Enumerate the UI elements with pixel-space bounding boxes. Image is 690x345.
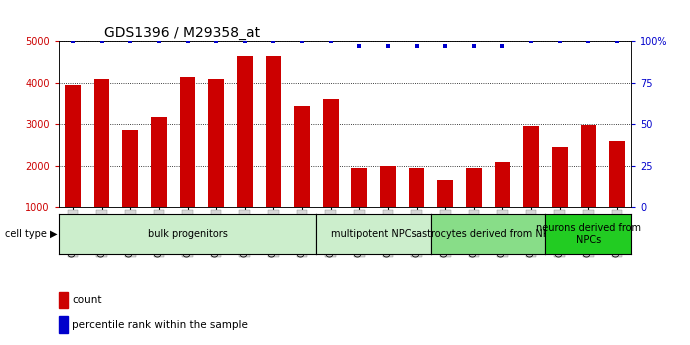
- Point: [325, 39, 336, 44]
- Text: percentile rank within the sample: percentile rank within the sample: [72, 320, 248, 329]
- Point: [497, 43, 508, 49]
- Bar: [580, 125, 596, 207]
- Bar: [408, 168, 424, 207]
- Bar: [65, 85, 81, 207]
- Text: neurons derived from
NPCs: neurons derived from NPCs: [536, 223, 641, 245]
- Bar: [437, 180, 453, 207]
- Point: [210, 39, 221, 44]
- Bar: [94, 79, 110, 207]
- Point: [182, 39, 193, 44]
- Point: [526, 39, 537, 44]
- Point: [469, 43, 480, 49]
- Point: [125, 39, 136, 44]
- Text: bulk progenitors: bulk progenitors: [148, 229, 228, 239]
- Bar: [179, 77, 195, 207]
- Point: [354, 43, 365, 49]
- Point: [96, 39, 107, 44]
- Point: [268, 39, 279, 44]
- Bar: [380, 166, 396, 207]
- Point: [239, 39, 250, 44]
- Bar: [495, 162, 511, 207]
- Text: count: count: [72, 295, 101, 305]
- Bar: [266, 56, 282, 207]
- Point: [440, 43, 451, 49]
- Bar: [466, 168, 482, 207]
- Bar: [351, 168, 367, 207]
- Text: GDS1396 / M29358_at: GDS1396 / M29358_at: [104, 26, 261, 40]
- Point: [153, 39, 164, 44]
- Bar: [237, 56, 253, 207]
- Bar: [294, 106, 310, 207]
- Bar: [122, 130, 138, 207]
- Text: cell type ▶: cell type ▶: [5, 229, 57, 239]
- Bar: [552, 147, 568, 207]
- Point: [611, 39, 622, 44]
- Point: [583, 39, 594, 44]
- Point: [554, 39, 565, 44]
- Point: [297, 39, 308, 44]
- Bar: [151, 117, 167, 207]
- Bar: [609, 141, 625, 207]
- Bar: [208, 79, 224, 207]
- Text: multipotent NPCs: multipotent NPCs: [331, 229, 417, 239]
- Bar: [59, 316, 68, 333]
- Point: [411, 43, 422, 49]
- Text: astrocytes derived from NPCs: astrocytes derived from NPCs: [416, 229, 560, 239]
- Point: [382, 43, 393, 49]
- Bar: [523, 126, 539, 207]
- Point: [68, 39, 79, 44]
- Bar: [323, 99, 339, 207]
- Bar: [59, 292, 68, 308]
